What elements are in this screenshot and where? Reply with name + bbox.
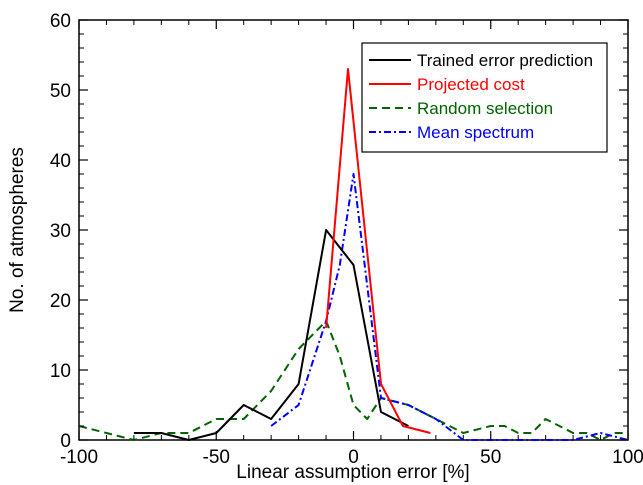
y-tick-label: 50 xyxy=(50,81,71,102)
y-tick-label: 0 xyxy=(60,431,71,452)
series-layer xyxy=(78,68,629,441)
x-tick-label: 0 xyxy=(348,447,359,468)
x-tick-label: 50 xyxy=(480,447,501,468)
x-tick-label: 100 xyxy=(612,447,643,468)
y-tick-label: 30 xyxy=(50,221,71,242)
x-tick-label: -100 xyxy=(60,447,98,468)
series-line-3 xyxy=(270,173,629,441)
legend-label-random: Random selection xyxy=(417,99,553,118)
legend-box xyxy=(361,42,608,153)
legend-label-projected: Projected cost xyxy=(417,75,525,94)
legend: Trained error prediction Projected cost … xyxy=(361,42,608,153)
series-line-0 xyxy=(133,229,409,441)
series-line-2 xyxy=(78,320,628,441)
x-axis-label: Linear assumption error [%] xyxy=(236,462,469,483)
y-tick-label: 40 xyxy=(50,151,71,172)
y-tick-label: 20 xyxy=(50,291,71,312)
y-tick-label: 60 xyxy=(50,11,71,32)
y-tick-label: 10 xyxy=(50,361,71,382)
plot-area: -100 -50 0 50 100 0 10 20 30 40 50 60 xyxy=(50,11,643,468)
x-tick-label: -50 xyxy=(203,447,230,468)
legend-label-trained: Trained error prediction xyxy=(417,51,593,70)
legend-label-mean: Mean spectrum xyxy=(417,123,534,142)
series-line-1 xyxy=(325,68,431,434)
y-axis-label: No. of atmospheres xyxy=(7,147,28,313)
tick-layer: -100 -50 0 50 100 0 10 20 30 40 50 60 xyxy=(50,11,643,468)
